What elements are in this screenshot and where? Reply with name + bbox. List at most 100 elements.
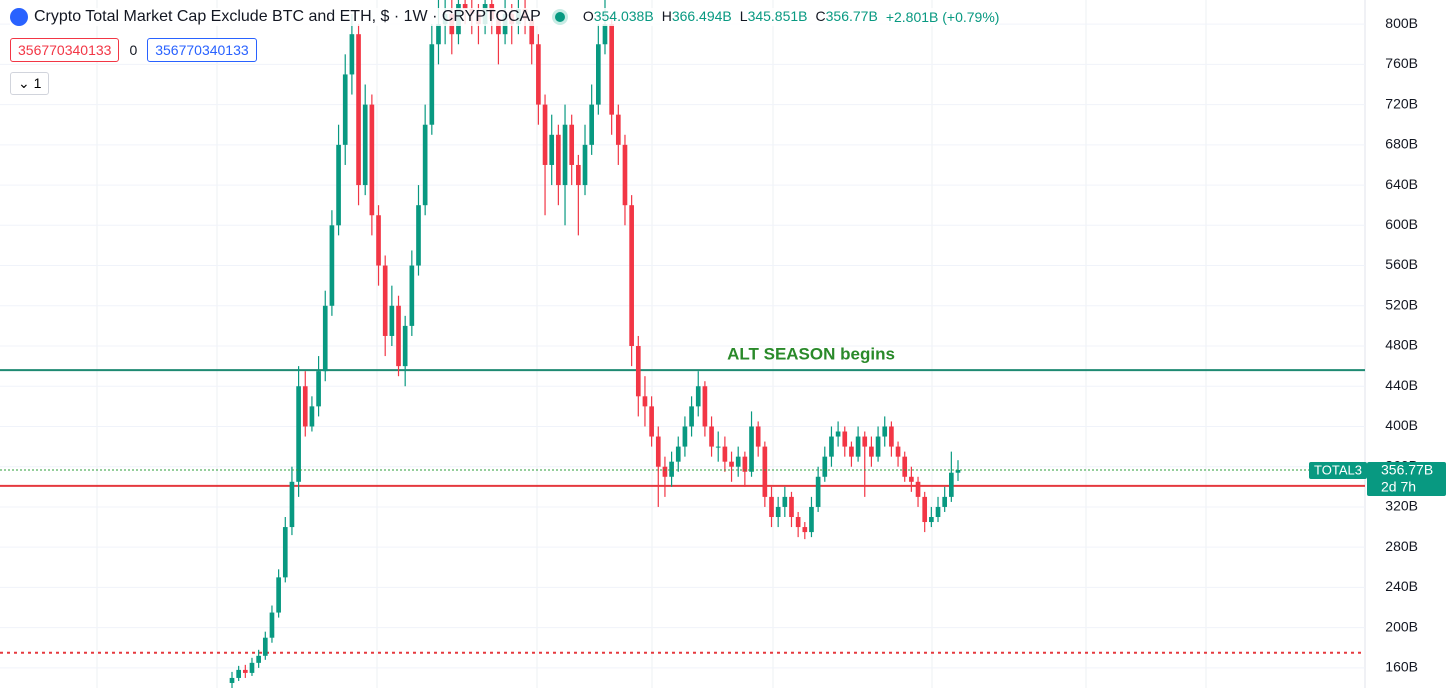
legend-key: O bbox=[582, 8, 594, 24]
candle-body bbox=[262, 637, 268, 656]
candle-body bbox=[782, 496, 788, 507]
candle-body bbox=[536, 44, 541, 105]
legend-key: C bbox=[815, 8, 826, 24]
candle-body bbox=[669, 461, 674, 477]
ohlc-legend: O354.038B H366.494B L345.851B C356.77B bbox=[583, 8, 886, 26]
input-box[interactable]: 356770340133 bbox=[147, 38, 257, 62]
candle-body bbox=[529, 19, 535, 45]
candle-body bbox=[609, 24, 614, 115]
candle-body bbox=[855, 436, 861, 457]
candle-body bbox=[695, 386, 701, 407]
candle-body bbox=[702, 386, 708, 427]
candle-body bbox=[809, 506, 814, 533]
chevron: ⌄ bbox=[18, 75, 34, 91]
candle-body bbox=[922, 496, 928, 523]
status-dot bbox=[554, 12, 565, 22]
candle-body bbox=[462, 4, 468, 10]
candle-body bbox=[236, 669, 241, 678]
candle-body bbox=[629, 205, 634, 347]
candle-body bbox=[582, 144, 588, 186]
input-box[interactable]: 356770340133 bbox=[10, 38, 120, 62]
candle-body bbox=[715, 446, 721, 448]
candle-body bbox=[762, 446, 768, 497]
candle-body bbox=[849, 446, 854, 457]
inputs: 356770340133 0 356770340133 bbox=[10, 38, 257, 62]
legend-item: H366.494B bbox=[662, 8, 732, 24]
candle-body bbox=[895, 446, 901, 457]
candle-body bbox=[955, 469, 961, 473]
candle-body bbox=[342, 74, 348, 145]
candle-body bbox=[556, 134, 561, 186]
candle-body bbox=[682, 426, 688, 447]
candle-body bbox=[642, 396, 648, 407]
candle-body bbox=[396, 305, 401, 367]
candle-body bbox=[789, 496, 794, 518]
candle-body bbox=[349, 34, 355, 75]
candle-body bbox=[589, 104, 595, 145]
candle-body bbox=[882, 426, 888, 437]
y-tick-label: 600B bbox=[1385, 216, 1418, 232]
legend-value: 354.038B bbox=[593, 8, 654, 24]
price-label: 356.77B bbox=[1381, 462, 1433, 478]
candle-body bbox=[622, 144, 628, 206]
candle-body bbox=[889, 426, 894, 447]
candle-body bbox=[402, 325, 408, 367]
symbol-tag bbox=[1309, 461, 1367, 479]
y-tick-label: 520B bbox=[1385, 296, 1418, 312]
candle-body bbox=[635, 346, 641, 397]
candle-body bbox=[802, 527, 808, 533]
candle-body bbox=[722, 446, 728, 462]
y-tick-label: 200B bbox=[1385, 618, 1418, 634]
y-tick-label: 480B bbox=[1385, 337, 1418, 353]
candle-body bbox=[929, 517, 934, 523]
y-tick-label: 280B bbox=[1385, 538, 1418, 554]
legend-value: 366.494B bbox=[671, 8, 732, 24]
legend-key: L bbox=[739, 8, 748, 24]
collapse-button[interactable]: ⌄ 1 bbox=[10, 72, 50, 95]
candle-body bbox=[909, 476, 914, 482]
symbol-label: TOTAL3 bbox=[1314, 462, 1362, 477]
candle-body bbox=[309, 406, 315, 427]
candle-body bbox=[655, 436, 661, 467]
candle-body bbox=[576, 164, 581, 186]
candle-body bbox=[869, 446, 874, 457]
candle-body bbox=[902, 456, 908, 477]
symbol-logo bbox=[10, 8, 28, 26]
candle-body bbox=[562, 124, 568, 186]
candle-body bbox=[822, 456, 828, 477]
candle-body bbox=[795, 517, 801, 528]
candle-body bbox=[229, 677, 235, 683]
candle-body bbox=[422, 124, 428, 206]
candle-body bbox=[689, 406, 694, 427]
candle-body bbox=[915, 481, 921, 497]
candle-body bbox=[436, 24, 441, 45]
candle-body bbox=[755, 426, 761, 447]
candle-body bbox=[322, 305, 328, 372]
candle-body bbox=[409, 265, 415, 326]
candle-body bbox=[615, 114, 621, 145]
y-tick-label: 400B bbox=[1385, 417, 1418, 433]
legend-item: C356.77B bbox=[816, 8, 878, 24]
candle-body bbox=[835, 431, 841, 437]
candle-body bbox=[242, 669, 248, 673]
candle-body bbox=[662, 466, 668, 477]
candle-body bbox=[376, 215, 381, 266]
collapse-count: 1 bbox=[33, 75, 42, 91]
candle-body bbox=[595, 44, 601, 105]
y-tick-label: 320B bbox=[1385, 498, 1418, 514]
time-grid bbox=[96, 0, 1207, 688]
change: +2.801B (+0.79%) bbox=[885, 9, 1000, 25]
y-tick-label: 440B bbox=[1385, 377, 1418, 393]
candle-body bbox=[829, 436, 834, 457]
candle-body bbox=[729, 461, 734, 467]
candle-body bbox=[949, 472, 954, 497]
candle-body bbox=[329, 225, 335, 306]
y-tick-label: 680B bbox=[1385, 136, 1418, 152]
legend-value: 345.851B bbox=[747, 8, 808, 24]
candle-body bbox=[496, 19, 501, 35]
candle-body bbox=[356, 34, 361, 186]
candle-body bbox=[416, 205, 421, 266]
candle-body bbox=[862, 436, 868, 447]
y-tick-label: 160B bbox=[1385, 659, 1418, 675]
chart-title: Crypto Total Market Cap Exclude BTC and … bbox=[34, 8, 541, 25]
